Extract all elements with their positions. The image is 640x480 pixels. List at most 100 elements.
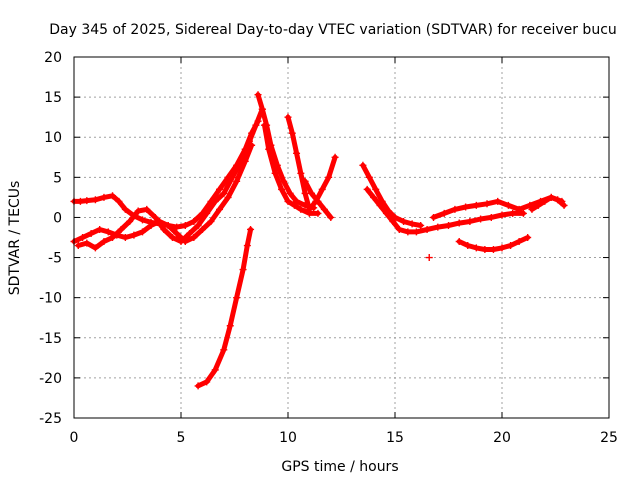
x-tick-label: 0 [70, 430, 79, 446]
data-point [327, 213, 335, 221]
data-point [547, 193, 555, 201]
series-line [285, 114, 338, 212]
data-point [74, 242, 82, 250]
data-point [147, 221, 155, 229]
data-point [91, 196, 99, 204]
data-point [130, 231, 138, 239]
data-point [203, 209, 211, 217]
series-line [195, 227, 254, 389]
data-point [462, 203, 470, 211]
y-tick-label: 10 [44, 130, 62, 146]
x-tick-label: 15 [386, 430, 404, 446]
data-point [305, 205, 313, 213]
data-point [376, 201, 384, 209]
data-point [451, 205, 459, 213]
data-point [203, 378, 211, 386]
series-arc-13 [528, 193, 568, 213]
data-point [504, 201, 512, 209]
data-point [284, 113, 292, 121]
y-tick-label: 15 [44, 90, 62, 106]
data-point [260, 121, 268, 129]
y-tick-label: 0 [53, 210, 62, 226]
data-point [138, 228, 146, 236]
data-point [509, 209, 517, 217]
data-point [190, 217, 198, 225]
data-point [434, 223, 442, 231]
y-tick-label: -10 [39, 291, 62, 307]
data-point [194, 382, 202, 390]
data-point [507, 242, 515, 250]
data-point [216, 185, 224, 193]
data-point [498, 211, 506, 219]
data-point [331, 153, 339, 161]
data-point [220, 189, 228, 197]
data-point [455, 219, 463, 227]
data-point [363, 185, 371, 193]
y-tick-label: -15 [39, 331, 62, 347]
data-point [400, 217, 408, 225]
data-point [526, 201, 534, 209]
x-tick-label: 25 [600, 430, 618, 446]
series-line [71, 142, 255, 244]
data-point [395, 225, 403, 233]
data-point [76, 197, 84, 205]
data-point [198, 225, 206, 233]
series-arc-10 [363, 185, 527, 236]
data-point [494, 197, 502, 205]
data-point [177, 238, 185, 246]
data-point [425, 254, 433, 262]
data-point [528, 205, 536, 213]
data-point [445, 221, 452, 229]
y-tick-label: -25 [39, 411, 62, 427]
data-point [314, 197, 322, 205]
series-arc-3 [74, 105, 266, 252]
data-point [284, 197, 292, 205]
data-point [134, 207, 142, 215]
data-point [115, 197, 123, 205]
y-tick-label: -20 [39, 371, 62, 387]
data-point [91, 244, 99, 252]
data-point [524, 234, 532, 241]
series-group [70, 91, 568, 390]
data-point [117, 225, 125, 233]
data-point [138, 216, 146, 224]
x-tick-label: 20 [493, 430, 511, 446]
data-point [297, 205, 305, 213]
data-point [498, 244, 506, 252]
data-point [412, 228, 420, 236]
data-point [143, 205, 151, 213]
axes: 0 5 10 15 20 25 20 15 10 5 0 -5 -10 -15 -20 -25 [39, 50, 618, 446]
data-point [440, 209, 448, 217]
y-tick-label: 20 [44, 50, 62, 66]
data-point [87, 229, 95, 237]
data-point [211, 197, 219, 205]
data-point [389, 217, 397, 225]
data-point [477, 215, 485, 223]
x-axis-label: GPS time / hours [281, 459, 398, 475]
y-tick-label: -5 [48, 251, 62, 267]
data-point [194, 221, 202, 229]
data-point [404, 228, 412, 236]
data-point [472, 244, 480, 252]
data-point [271, 169, 279, 177]
data-point [325, 173, 333, 181]
data-point [320, 205, 328, 213]
x-tick-label: 10 [279, 430, 297, 446]
data-point [121, 205, 129, 213]
series-line [255, 92, 317, 211]
data-point [168, 234, 176, 241]
y-tick-label: 5 [53, 170, 62, 186]
data-point [207, 217, 215, 225]
data-point [430, 213, 438, 221]
plot-frame [73, 56, 610, 419]
data-point [483, 200, 491, 208]
data-point [247, 225, 255, 233]
data-point [301, 189, 309, 197]
data-point [164, 221, 172, 229]
series-isolated [425, 254, 433, 262]
data-point [290, 201, 298, 209]
data-point [372, 185, 380, 193]
data-point [233, 177, 241, 185]
data-point [243, 242, 251, 250]
